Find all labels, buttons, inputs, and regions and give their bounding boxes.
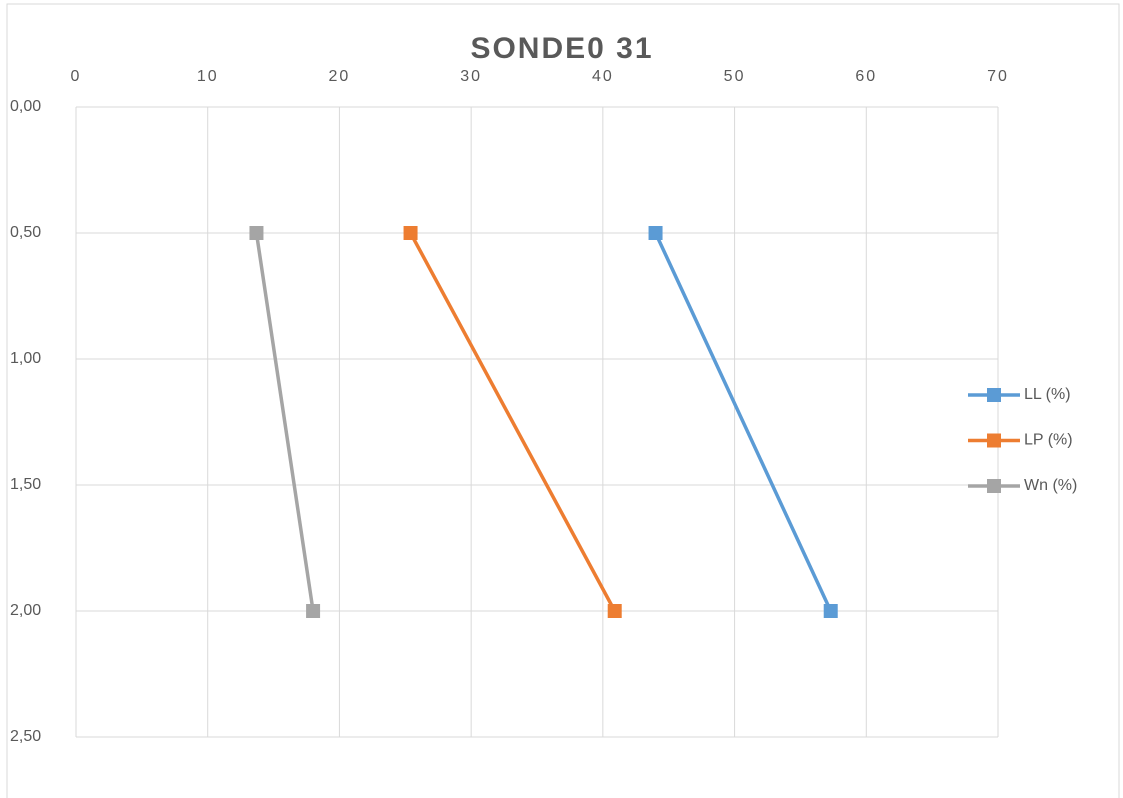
series-line [254, 232, 315, 612]
y-tick-label: 1,50 [10, 476, 41, 493]
data-point [648, 226, 663, 240]
data-point [249, 226, 264, 240]
x-tick-label: 50 [724, 68, 746, 85]
legend-label: Wn (%) [1024, 477, 1077, 494]
data-point [607, 604, 622, 618]
x-tick-label: 70 [987, 68, 1009, 85]
chart-frame [6, 3, 1120, 798]
chart-title: SONDE0 31 [470, 32, 653, 65]
x-tick-label: 20 [329, 68, 351, 85]
y-tick-label: 0,00 [10, 98, 41, 115]
data-point [306, 604, 321, 618]
data-point [823, 604, 838, 618]
y-tick-label: 1,00 [10, 350, 41, 367]
data-point [403, 226, 418, 240]
legend-marker [987, 388, 1001, 402]
x-tick-label: 10 [197, 68, 219, 85]
y-tick-label: 2,50 [10, 728, 41, 745]
x-tick-label: 0 [71, 68, 82, 85]
x-tick-label: 60 [855, 68, 877, 85]
legend-label: LL (%) [1024, 386, 1071, 403]
legend-marker [987, 479, 1001, 493]
x-tick-label: 30 [460, 68, 482, 85]
x-tick-label: 40 [592, 68, 614, 85]
legend-label: LP (%) [1024, 432, 1073, 449]
legend-marker [987, 433, 1001, 448]
y-tick-label: 2,00 [10, 602, 41, 619]
y-tick-label: 0,50 [10, 224, 41, 241]
series-line [653, 232, 833, 612]
series-line [409, 232, 617, 612]
